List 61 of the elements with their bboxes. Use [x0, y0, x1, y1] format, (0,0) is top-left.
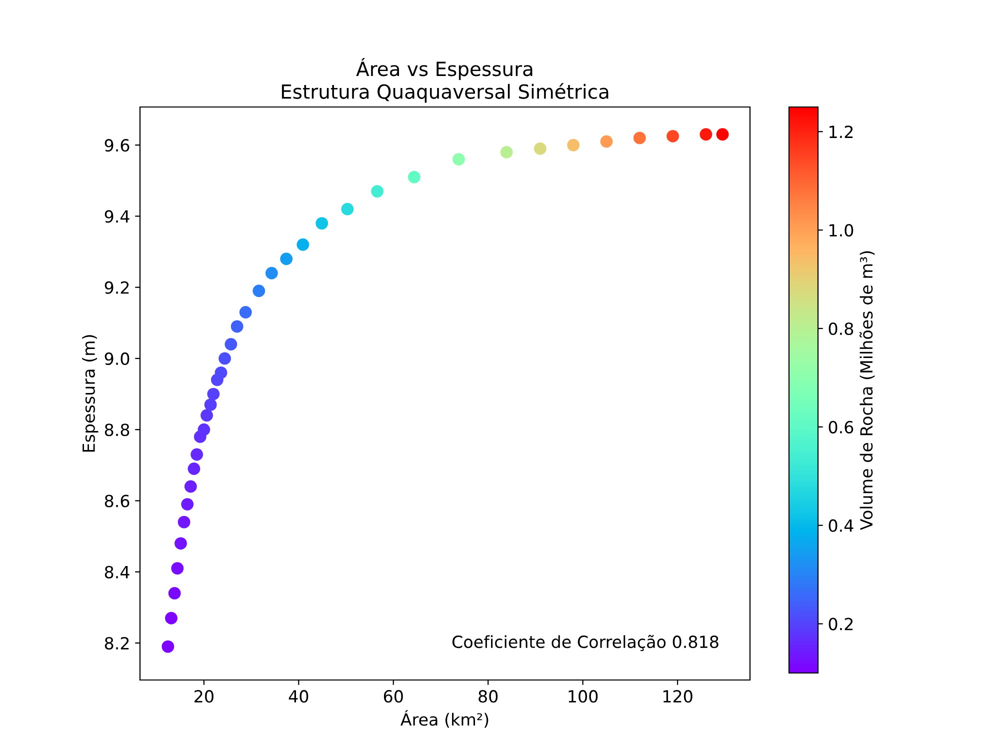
point	[252, 284, 266, 298]
point	[700, 128, 712, 141]
point	[171, 562, 184, 575]
color-bar-title: Volume de Rocha (Milhões de m³)	[860, 251, 875, 530]
point	[162, 640, 174, 653]
point	[716, 128, 729, 141]
point	[296, 238, 310, 251]
y-tick-label: 8.2	[104, 636, 129, 650]
point	[190, 448, 204, 461]
y-axis-title: Espessura (m)	[82, 335, 98, 452]
point	[198, 423, 210, 436]
point	[188, 462, 200, 475]
y-tick-label: 9.4	[104, 210, 130, 223]
point	[534, 142, 546, 155]
point	[200, 409, 213, 422]
chart-title: Área vs Espessura Estrutura Quaquaversal Simétrica	[282, 58, 608, 103]
point	[666, 130, 680, 142]
color-bar-label: 0.4	[828, 519, 854, 532]
point	[567, 138, 580, 152]
color-bar-label: 0.2	[828, 618, 853, 630]
color-bar-label: 1.0	[830, 224, 854, 237]
point	[181, 498, 194, 511]
point	[224, 338, 238, 350]
point	[265, 266, 278, 280]
point	[230, 320, 244, 333]
x-tick-label: 100	[568, 690, 598, 703]
point	[204, 398, 217, 411]
y-tick-label: 9.6	[104, 139, 130, 152]
y-tick-label: 8.6	[104, 494, 130, 508]
point	[165, 612, 178, 624]
x-axis-title: Área (km²)	[400, 710, 488, 728]
point	[280, 252, 293, 266]
point	[168, 587, 181, 600]
color-bar-label: 1.2	[830, 126, 853, 138]
point	[214, 366, 228, 379]
point	[184, 480, 197, 493]
point	[178, 516, 190, 528]
y-tick-label: 8.8	[104, 424, 130, 436]
point	[452, 153, 465, 166]
y-tick-label: 9.2	[104, 281, 129, 294]
annotation: Coeficiente de Correlação 0.818	[452, 634, 718, 652]
color-bar-label: 0.6	[828, 420, 854, 434]
point	[500, 146, 513, 158]
y-tick-label: 9.0	[104, 352, 130, 366]
x-tick-label: 60	[384, 690, 403, 703]
point	[239, 306, 252, 318]
x-tick-label: 120	[663, 690, 692, 703]
point	[408, 170, 420, 184]
point	[341, 202, 354, 216]
point	[207, 388, 220, 400]
point	[600, 135, 613, 148]
point	[316, 217, 328, 230]
point	[633, 132, 646, 144]
point	[371, 185, 384, 198]
x-tick-label: 20	[194, 690, 214, 703]
color-bar-label: 0.8	[828, 322, 854, 336]
point	[218, 352, 231, 365]
x-tick-label: 40	[288, 690, 308, 703]
x-tick-label: 80	[478, 690, 498, 703]
y-tick-label: 8.4	[104, 566, 130, 578]
point	[174, 537, 187, 550]
